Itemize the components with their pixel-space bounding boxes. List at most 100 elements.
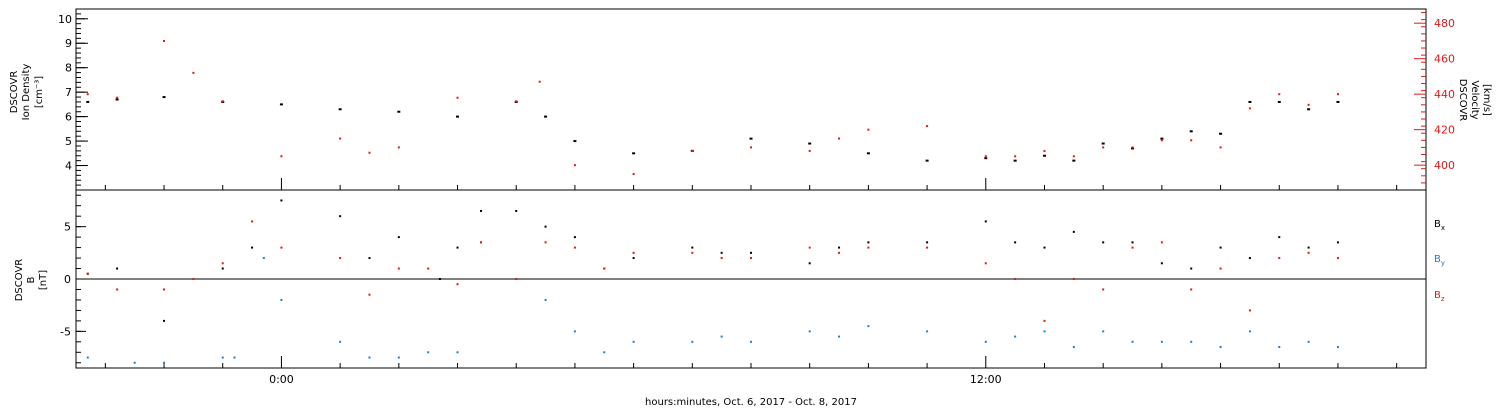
by-point <box>544 298 547 301</box>
bx-series <box>86 199 1339 322</box>
by-point <box>1014 335 1017 338</box>
velocity-point <box>1014 155 1017 158</box>
bx-point <box>480 209 482 212</box>
bz-point <box>808 246 811 249</box>
bx-point <box>720 251 723 254</box>
bx-point <box>438 278 441 280</box>
top-panel-frame <box>75 8 1427 191</box>
density-point <box>1101 142 1105 145</box>
by-point <box>1336 346 1339 349</box>
by-point <box>1219 346 1222 349</box>
by-point <box>339 340 342 343</box>
bz-point <box>1102 288 1105 291</box>
bz-point <box>926 246 929 249</box>
velocity-point <box>368 151 371 154</box>
by-point <box>397 356 400 359</box>
bx-point <box>339 215 342 218</box>
velocity-point <box>750 146 752 149</box>
top-ylabel-line1: DSCOVR <box>9 71 20 114</box>
top-ylabel-line3: [cm⁻³] <box>34 76 45 108</box>
velocity-point <box>838 137 841 140</box>
top-right-tick-label: 400 <box>1434 159 1455 172</box>
velocity-point <box>221 100 224 103</box>
bz-point <box>427 267 430 270</box>
by-point <box>262 257 265 260</box>
density-point <box>632 152 636 155</box>
density-point <box>1248 100 1252 103</box>
velocity-point <box>1072 155 1075 158</box>
bx-point <box>691 246 694 249</box>
by-point <box>808 330 811 333</box>
top-right-ylabel-line3: [km/s] <box>1481 84 1492 116</box>
density-point <box>86 100 90 103</box>
bz-point <box>691 251 694 254</box>
bx-point <box>1014 241 1017 244</box>
by-point <box>1102 330 1105 333</box>
velocity-point <box>163 39 166 42</box>
top-right-y-axis: 400 420 440 460 480 <box>1414 12 1455 184</box>
bz-point <box>1219 267 1222 270</box>
by-point <box>573 330 576 333</box>
by-point <box>86 356 89 359</box>
density-point <box>1072 159 1076 162</box>
by-point <box>1248 330 1251 333</box>
bz-point <box>1307 251 1310 254</box>
bz-point <box>1014 278 1017 280</box>
bz-point <box>251 220 254 223</box>
legend-bz-name: B <box>1434 290 1441 301</box>
bz-point <box>221 262 224 265</box>
bx-point <box>221 267 224 270</box>
velocity-point <box>116 96 119 99</box>
bz-point <box>1131 246 1134 249</box>
velocity-point <box>192 71 195 74</box>
top-right-ylabel-line1: DSCOVR <box>1457 79 1468 122</box>
x-tick-label: 12:00 <box>970 373 1002 386</box>
by-point <box>1160 340 1163 343</box>
top-right-tick-label: 420 <box>1434 124 1455 137</box>
density-point <box>573 140 577 143</box>
bx-point <box>573 236 576 239</box>
ion-density-series <box>86 96 1340 162</box>
velocity-point <box>397 146 400 149</box>
density-point <box>397 110 401 113</box>
bx-point <box>838 246 841 249</box>
top-left-tick-label: 5 <box>65 135 72 148</box>
velocity-point <box>1043 149 1046 152</box>
bx-point <box>368 257 371 260</box>
by-series <box>86 241 1339 364</box>
top-left-tick-label: 10 <box>58 13 72 26</box>
bx-point <box>456 246 459 249</box>
top-right-tick-label: 440 <box>1434 88 1455 101</box>
bz-point <box>1072 278 1075 280</box>
bx-point <box>1248 257 1251 260</box>
density-point <box>162 96 166 99</box>
by-point <box>867 325 870 328</box>
velocity-point <box>1248 107 1251 110</box>
velocity-point <box>632 173 635 176</box>
by-point <box>691 340 694 343</box>
by-point <box>1131 340 1134 343</box>
density-point <box>1160 137 1164 140</box>
bottom-ylabel-line3: [nT] <box>38 270 49 290</box>
by-point <box>750 340 752 343</box>
legend-by: By <box>1434 254 1445 267</box>
density-point <box>544 115 548 118</box>
velocity-point <box>1131 146 1134 149</box>
bx-point <box>1131 241 1134 244</box>
by-point <box>1190 340 1193 343</box>
bx-point <box>1102 241 1105 244</box>
velocity-point <box>867 128 870 131</box>
bz-point <box>397 267 400 270</box>
bz-point <box>515 278 518 280</box>
bx-point <box>544 225 547 228</box>
bz-point <box>867 246 870 249</box>
velocity-point <box>1336 93 1339 96</box>
top-left-tick-label: 4 <box>65 160 72 173</box>
bx-point <box>1336 241 1339 244</box>
legend-bx-name: B <box>1434 219 1441 230</box>
bz-point <box>1190 288 1193 291</box>
bx-point <box>750 251 752 254</box>
bz-point <box>116 288 119 291</box>
by-point <box>233 356 236 359</box>
